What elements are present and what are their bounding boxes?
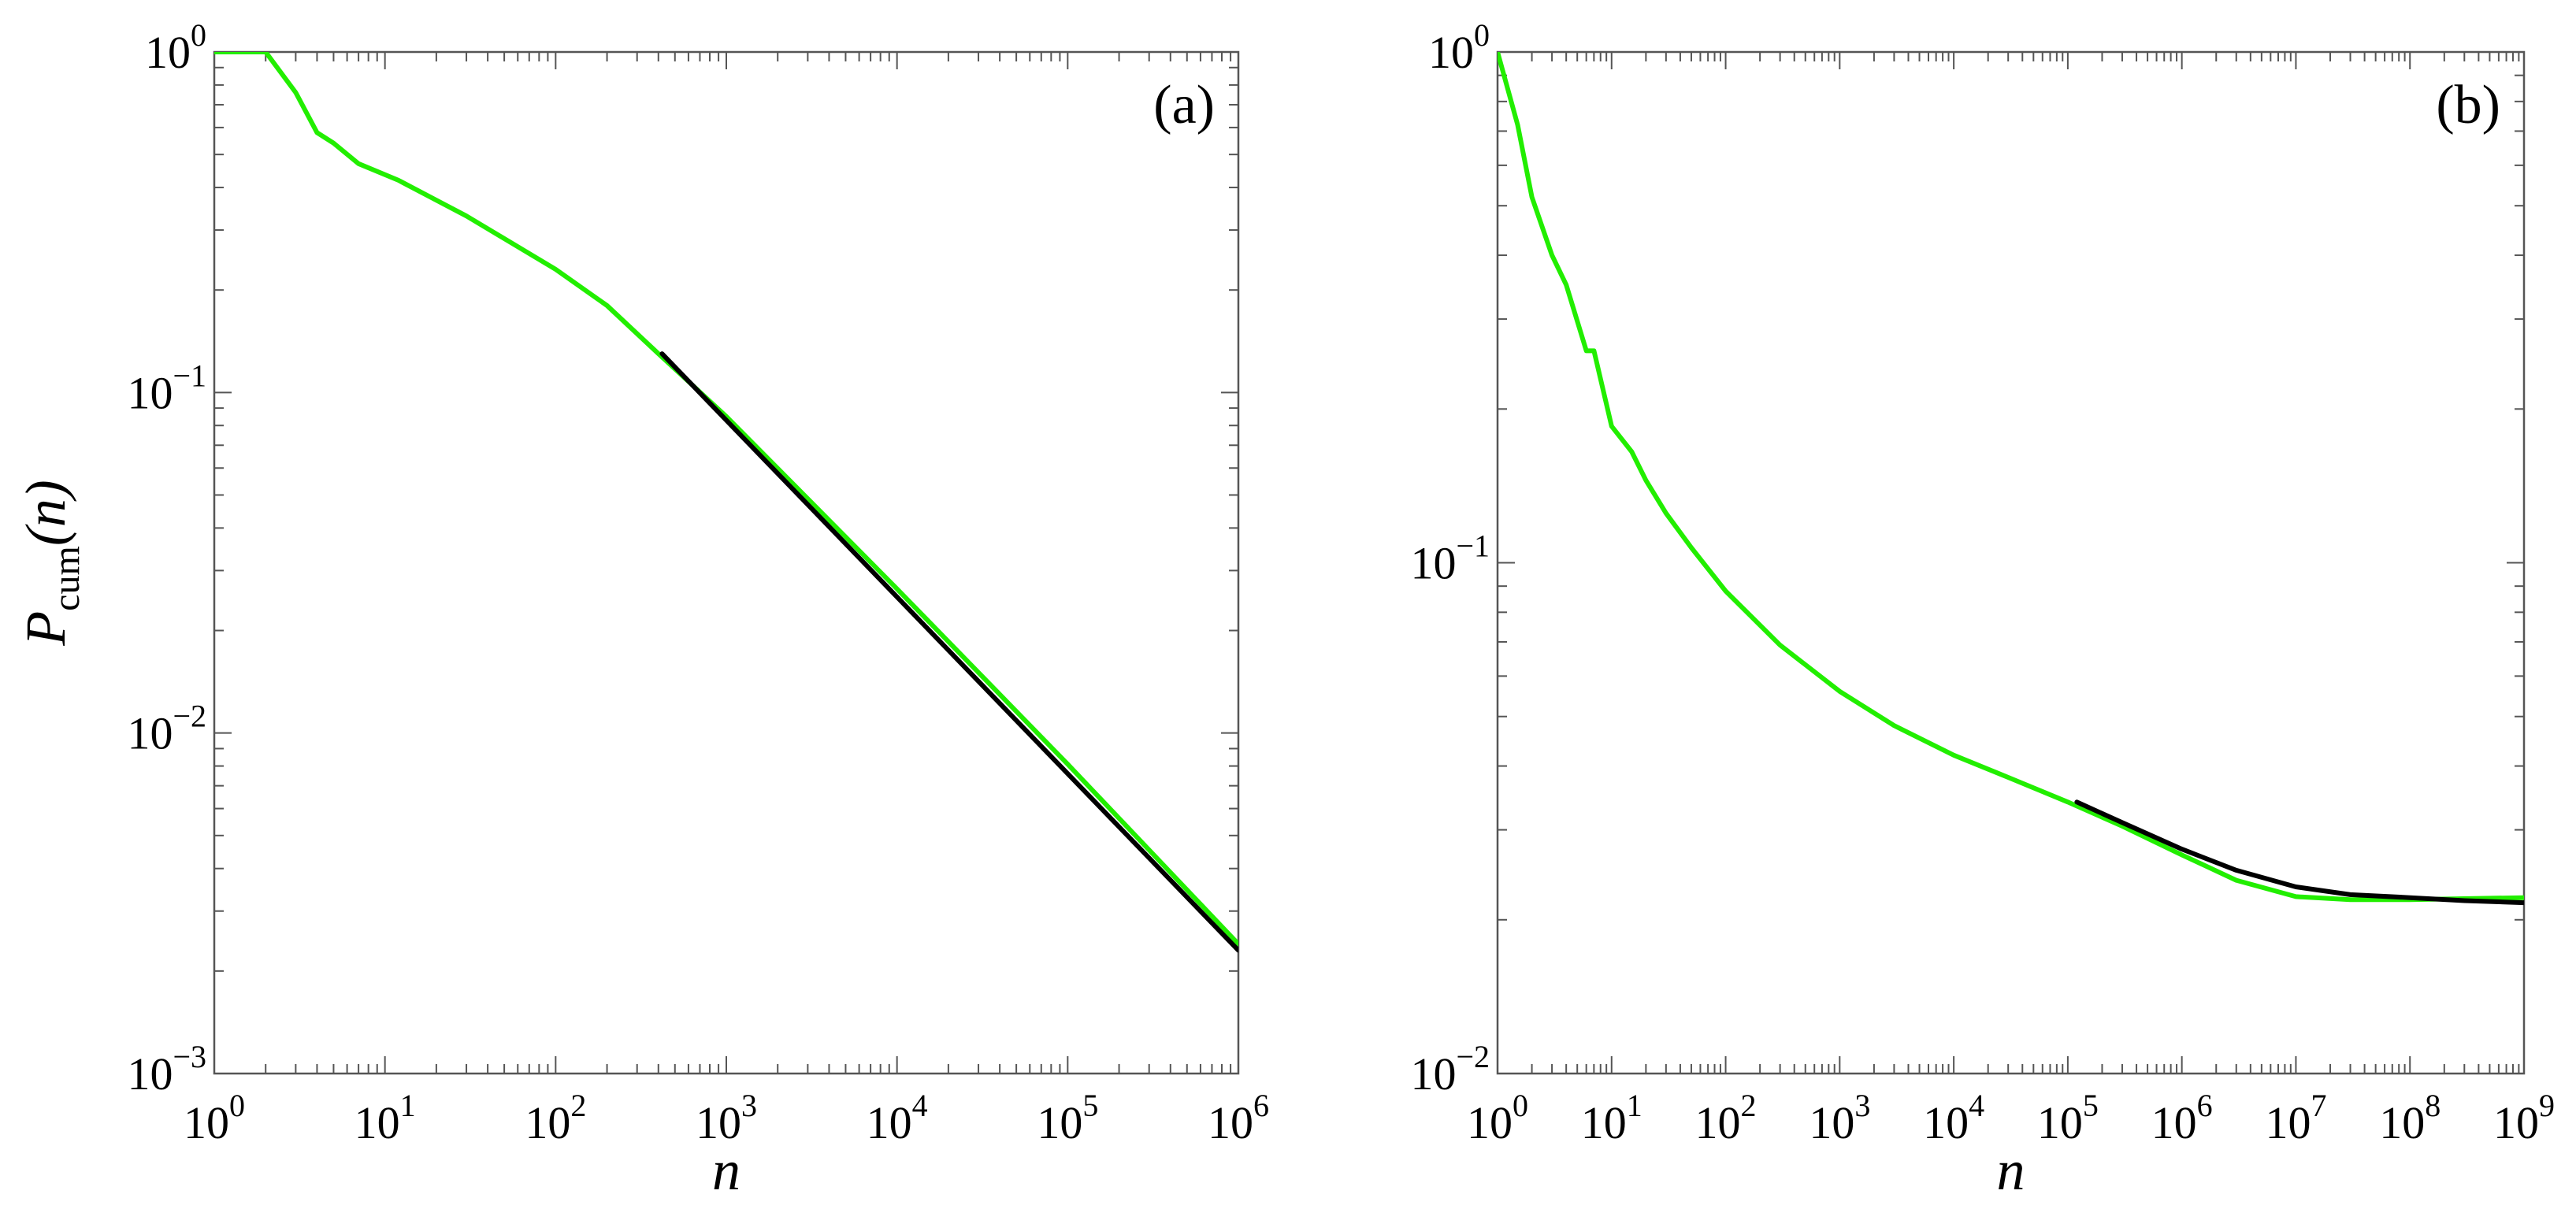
x-tick-label: 107 xyxy=(2265,1088,2326,1148)
x-tick-label: 102 xyxy=(525,1088,586,1148)
plot-frame xyxy=(213,50,1240,1075)
panel-label: (b) xyxy=(2436,75,2500,135)
series-group xyxy=(214,52,1238,953)
x-tick-label: 103 xyxy=(1809,1088,1870,1148)
fit-line xyxy=(2074,799,2524,906)
x-tick-label: 104 xyxy=(1923,1088,1984,1148)
x-tick-label: 100 xyxy=(184,1088,245,1148)
x-tick-label: 104 xyxy=(867,1088,928,1148)
y-axis-title: Pcum(n) xyxy=(14,480,87,647)
x-tick-label: 100 xyxy=(1467,1088,1528,1148)
y-tick-label: 10−1 xyxy=(127,358,206,418)
y-tick-label: 10−2 xyxy=(127,699,206,759)
plot-frame xyxy=(1496,50,2526,1075)
y-tick-label: 10−1 xyxy=(1410,528,1490,589)
y-tick-label: 100 xyxy=(145,17,206,78)
data-series-line xyxy=(1498,52,2524,903)
y-tick-label: 10−2 xyxy=(1410,1039,1490,1100)
x-tick-label: 101 xyxy=(1581,1088,1642,1148)
chart-panel-2: 100 101 102 103 104 105 106 107 108 109 100 10−1 10−… xyxy=(1410,17,2555,1202)
chart-panel-1: 100 101 102 103 104 105 106 100 10−1 10−2 10−3 (a) n… xyxy=(14,17,1269,1202)
x-tick-label: 101 xyxy=(354,1088,416,1148)
x-tick-label: 109 xyxy=(2493,1088,2555,1148)
x-tick-label: 105 xyxy=(1037,1088,1098,1148)
x-tick-label: 103 xyxy=(696,1088,757,1148)
x-axis-title: n xyxy=(1997,1139,2025,1202)
data-series-line xyxy=(214,52,1238,947)
y-tick-label: 100 xyxy=(1428,17,1490,78)
x-tick-label: 108 xyxy=(2379,1088,2441,1148)
x-tick-label: 105 xyxy=(2037,1088,2099,1148)
panel-label: (a) xyxy=(1153,75,1215,135)
x-tick-label: 106 xyxy=(1208,1088,1269,1148)
y-tick-label: 10−3 xyxy=(127,1039,206,1100)
x-tick-label: 106 xyxy=(2151,1088,2213,1148)
x-tick-label: 102 xyxy=(1695,1088,1757,1148)
series-group xyxy=(1498,52,2524,906)
fit-line xyxy=(659,351,1238,953)
x-axis-title: n xyxy=(712,1139,741,1202)
